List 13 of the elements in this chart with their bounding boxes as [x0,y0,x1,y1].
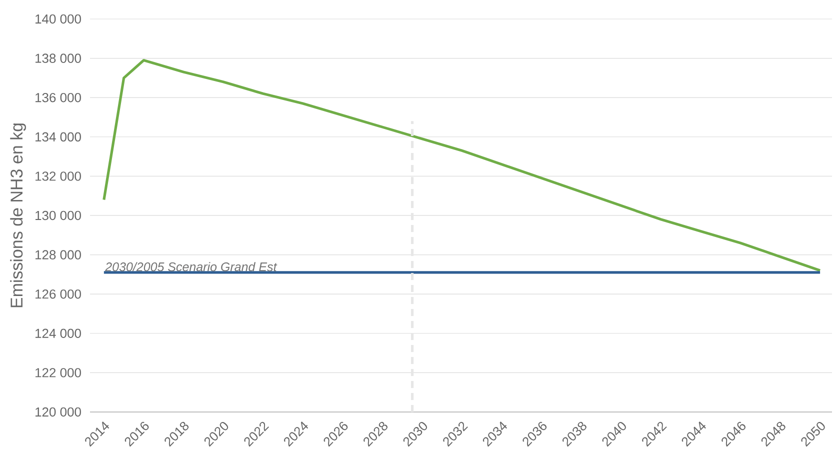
y-tick-label: 120 000 [36,407,81,417]
y-tick-label: 132 000 [36,172,81,181]
y-tick-label: 128 000 [36,250,81,260]
y-axis-title: Emissions de NH3 en kg [10,124,26,308]
y-tick-label: 124 000 [36,328,81,338]
y-tick-label: 136 000 [36,92,81,102]
y-tick-label: 122 000 [36,368,81,378]
annotation: 2030/2005 Scenario Grand Est [105,262,278,272]
y-tick-label: 134 000 [36,132,81,142]
y-tick-label: 126 000 [36,289,81,299]
y-tick-label: 138 000 [36,54,81,63]
y-tick-label: 130 000 [36,210,81,220]
y-tick-label: 140 000 [36,14,81,24]
